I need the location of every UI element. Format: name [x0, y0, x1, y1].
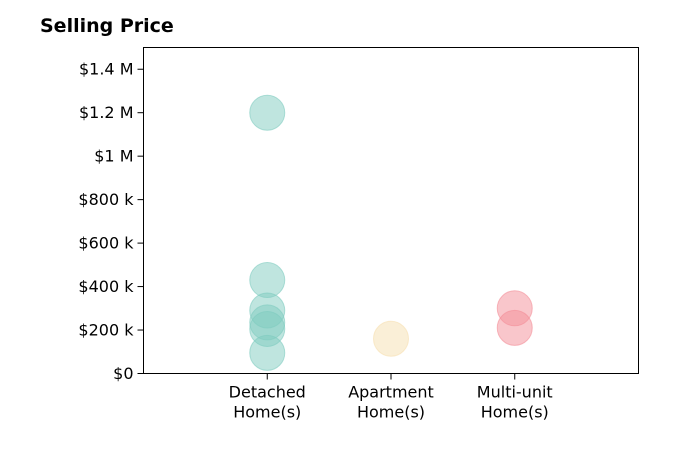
y-tick-label: $1 M — [94, 147, 133, 166]
y-axis-ticks: $0 $200 k $400 k $600 k $800 k $1 M $1.2 M $1.4… — [78, 60, 144, 383]
y-tick-label: $600 k — [78, 234, 134, 253]
x-tick-label: Apartment Home(s) — [348, 383, 434, 422]
y-tick-label: $200 k — [78, 321, 134, 340]
chart-title: Selling Price — [40, 15, 174, 37]
y-tick-label: $1.2 M — [79, 103, 134, 122]
data-point — [249, 334, 286, 371]
y-tick-label: $1.4 M — [79, 60, 134, 79]
y-tick-label: $0 — [113, 364, 133, 383]
x-tick-label: Detached Home(s) — [229, 383, 306, 422]
x-axis-tick-labels: Detached Home(s) Apartment Home(s) Multi-uni… — [229, 373, 553, 422]
data-point — [373, 320, 409, 357]
data-point — [496, 309, 533, 346]
y-tick-label: $800 k — [78, 190, 134, 209]
y-tick-label: $400 k — [78, 277, 134, 296]
data-points — [249, 94, 533, 371]
data-point — [249, 94, 286, 131]
data-point — [249, 262, 286, 299]
x-tick-label: Multi-unit Home(s) — [477, 383, 553, 422]
